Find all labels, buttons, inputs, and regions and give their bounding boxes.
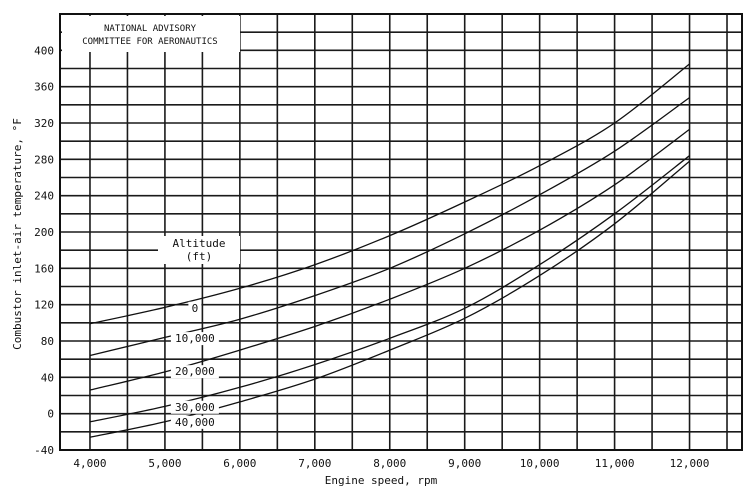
series-line	[89, 63, 690, 325]
series-line	[89, 128, 690, 391]
series-line	[89, 97, 690, 357]
x-tick-label: 7,000	[298, 457, 331, 470]
series-line	[89, 155, 690, 423]
legend-title-box	[158, 236, 240, 264]
x-tick-label: 6,000	[223, 457, 256, 470]
y-axis-title: Combustor inlet-air temperature, °F	[11, 118, 24, 350]
series-label: 20,000	[175, 365, 215, 378]
series-label: 0	[192, 302, 199, 315]
x-tick-label: 5,000	[148, 457, 181, 470]
series-label: 30,000	[175, 401, 215, 414]
x-tick-label: 4,000	[73, 457, 106, 470]
x-tick-label: 10,000	[520, 457, 560, 470]
y-tick-label: 400	[34, 44, 54, 57]
y-tick-label: 200	[34, 226, 54, 239]
x-tick-label: 12,000	[670, 457, 710, 470]
y-tick-label: 280	[34, 153, 54, 166]
series-label-backdrop	[188, 301, 202, 315]
y-tick-label: 360	[34, 81, 54, 94]
stamp-box	[62, 16, 240, 52]
series-line	[89, 160, 690, 438]
series-label: 40,000	[175, 416, 215, 429]
x-tick-label: 11,000	[595, 457, 635, 470]
series-label: 10,000	[175, 332, 215, 345]
y-tick-label: 320	[34, 117, 54, 130]
y-tick-label: 40	[41, 371, 54, 384]
gridlines	[60, 14, 742, 450]
tick-labels: 4,000 5,000 6,000 7,000 8,000 9,000 10,000 11,0…	[34, 44, 709, 470]
series-label-backdrop	[170, 400, 219, 414]
stamp-line-1: NATIONAL ADVISORY	[104, 24, 197, 34]
plot-frame	[59, 13, 743, 451]
series-label-backdrop	[170, 415, 219, 429]
y-tick-label: -40	[34, 444, 54, 457]
y-tick-label: 80	[41, 335, 54, 348]
legend-title-line-1: Altitude	[173, 237, 226, 250]
y-tick-label: 160	[34, 262, 54, 275]
x-tick-label: 8,000	[373, 457, 406, 470]
legend-title-line-2: (ft)	[186, 250, 213, 263]
x-axis-title: Engine speed, rpm	[325, 474, 438, 487]
y-tick-label: 0	[47, 408, 54, 421]
series-label-backdrop	[170, 332, 219, 346]
stamp-line-2: COMMITTEE FOR AERONAUTICS	[82, 37, 217, 47]
series-lines	[89, 63, 690, 438]
series-label-backdrop	[170, 365, 219, 379]
y-tick-label: 240	[34, 190, 54, 203]
curve-labels: 0 10,000 20,000 30,000 40,000	[170, 301, 219, 429]
x-tick-label: 9,000	[448, 457, 481, 470]
y-tick-label: 120	[34, 299, 54, 312]
